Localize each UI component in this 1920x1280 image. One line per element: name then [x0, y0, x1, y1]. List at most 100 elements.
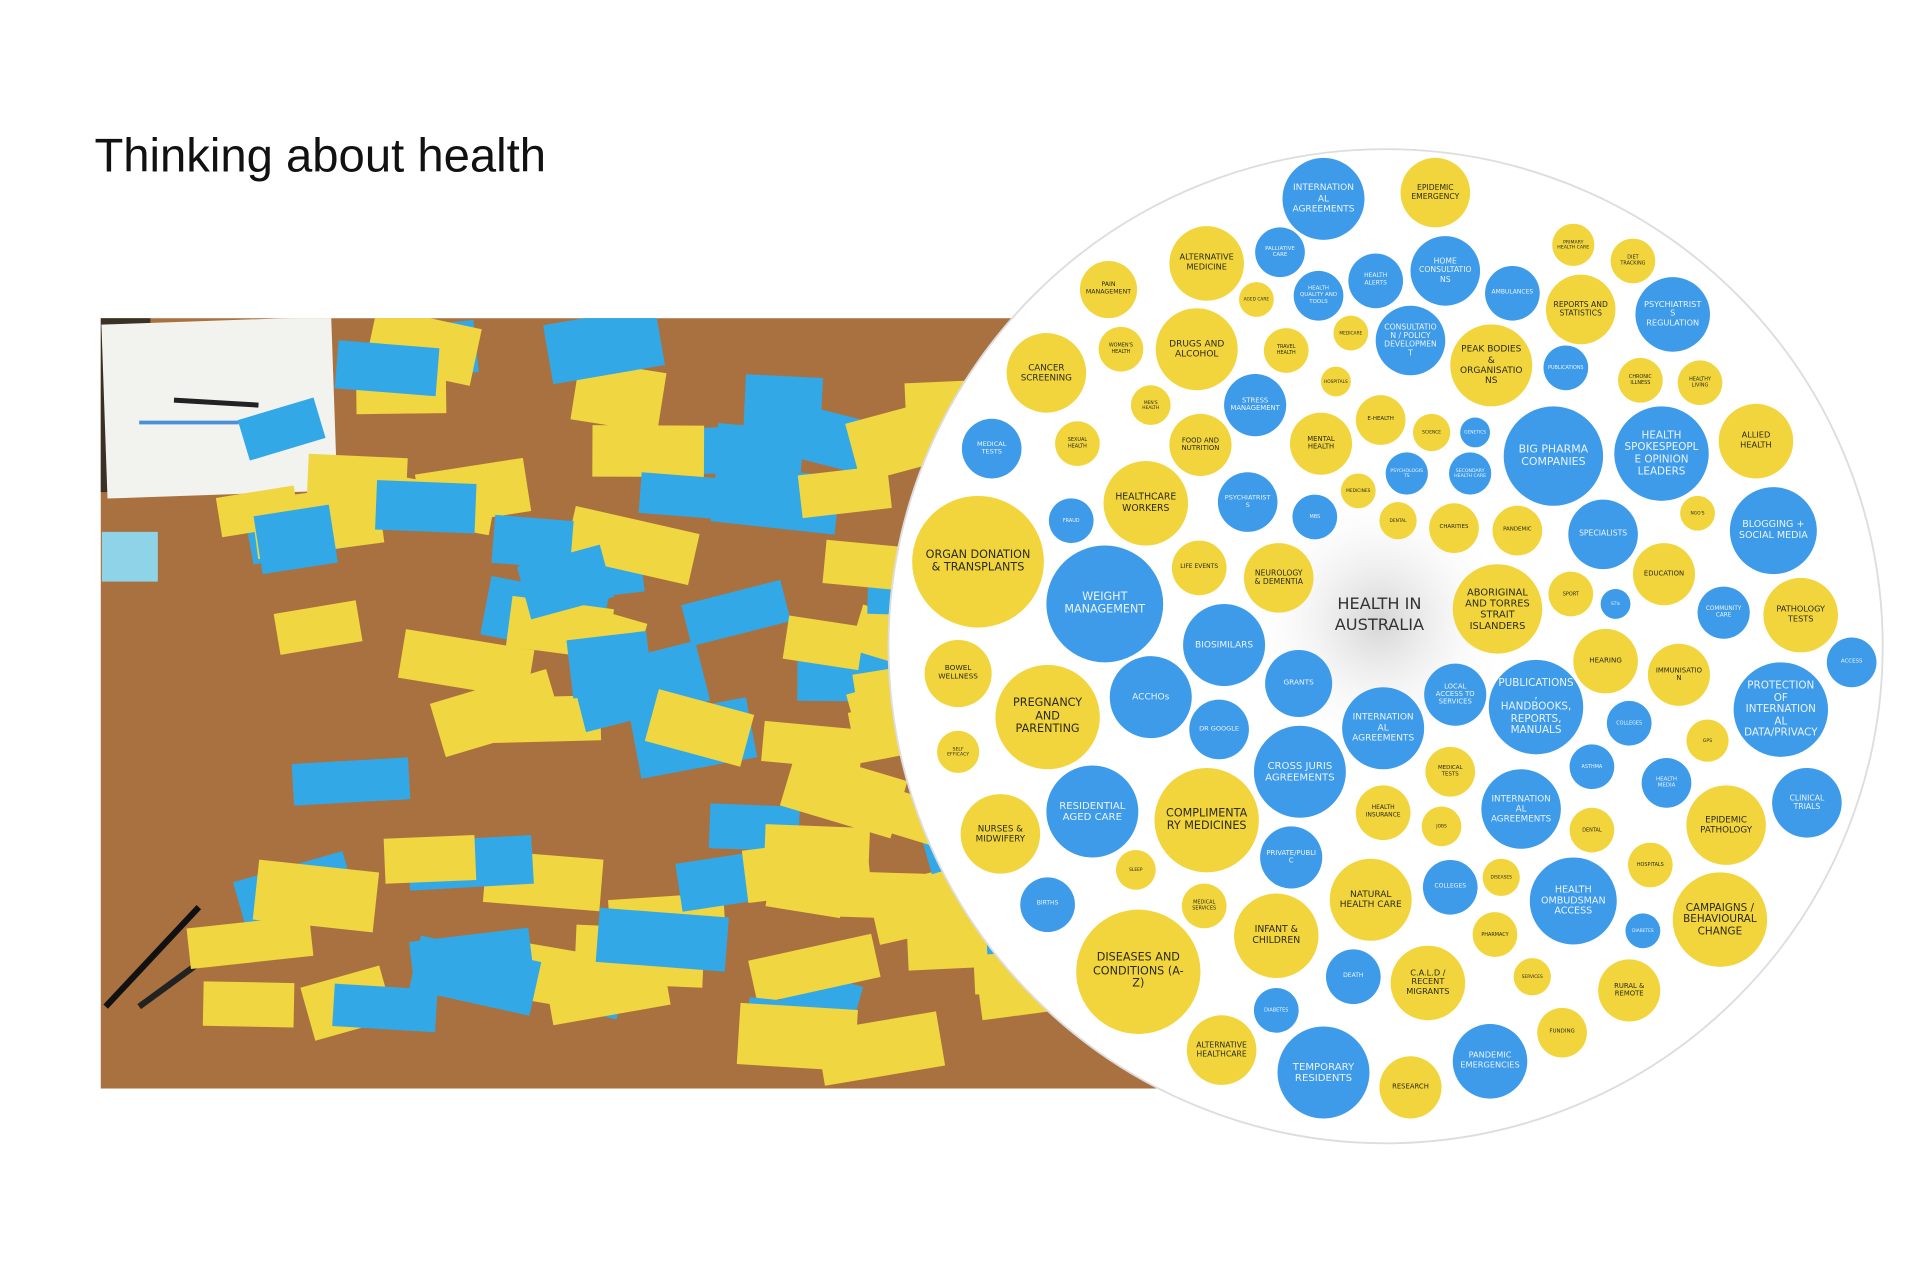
- bubble-label-box: MEN'S HEALTH: [1142, 400, 1159, 410]
- bubble-label-box: DISEASES: [1490, 874, 1512, 880]
- bubble: [1618, 357, 1663, 403]
- bubble: [1277, 1026, 1370, 1119]
- bubble: [1548, 571, 1594, 617]
- bubble: [1718, 403, 1794, 479]
- bubble-label-box: TEMPORARY RESIDENTS: [1293, 1060, 1354, 1083]
- bubble: [1422, 859, 1478, 915]
- bubble: [1253, 987, 1299, 1033]
- bubble-label-box: PRIVATE/PUBLIC: [1266, 849, 1317, 865]
- bubble-label-box: SECONDARY HEALTH CARE: [1454, 468, 1486, 478]
- bubble-label-box: SERVICES: [1522, 974, 1543, 979]
- bubble-label: DR GOOGLE: [1199, 725, 1240, 734]
- bubble-label: HEALTH SPOKESPEOPLE OPINION LEADERS: [1624, 428, 1699, 477]
- bubble-label-box: SCIENCE: [1422, 429, 1442, 435]
- bubble-label: DENTAL: [1389, 518, 1407, 524]
- bubble: [1573, 628, 1638, 694]
- bubble-label: DISEASES: [1490, 874, 1512, 880]
- sticky-note: [782, 615, 865, 671]
- bubble: [1429, 503, 1479, 554]
- bubble: [1680, 495, 1715, 531]
- bubble-label-box: RESEARCH: [1392, 1083, 1429, 1091]
- bubble: [1379, 1056, 1442, 1119]
- bubble-label: PRIVATE/PUBLIC: [1266, 849, 1317, 865]
- bubble-label: COLLEGES: [1434, 883, 1467, 891]
- sticky-note: [644, 689, 755, 767]
- bubble-label-box: DEATH: [1343, 973, 1363, 979]
- sticky-note: [375, 480, 477, 534]
- bubble-label-box: MEDICINES: [1346, 488, 1370, 493]
- bubble-label: C.A.L.D / RECENT MIGRANTS: [1406, 967, 1450, 997]
- bubble-label-box: HEALTHY LIVING: [1689, 376, 1711, 387]
- bubble-label-box: SLEEP: [1129, 867, 1142, 872]
- bubble-label: PUBLICATIONS, HANDBOOKS, REPORTS, MANUAL…: [1498, 676, 1574, 737]
- bubble-label: HEALTH MEDIA: [1655, 776, 1677, 790]
- bubble-label-box: LOCAL ACCESS TO SERVICES: [1436, 683, 1475, 706]
- bubble-label: ABORIGINAL AND TORRES STRAIT ISLANDERS: [1465, 586, 1530, 632]
- bubble: [1627, 842, 1673, 888]
- bubble-label-box: HEALTH ALERTS: [1364, 274, 1387, 287]
- bubble: [1115, 850, 1156, 890]
- bubble-label: CANCER SCREENING: [1020, 361, 1072, 383]
- bubble-label: PSYCHIATRISTS REGULATION: [1644, 299, 1702, 328]
- bubble-label: WOMEN'S HEALTH: [1108, 342, 1134, 355]
- bubble: [1238, 282, 1274, 317]
- bubble-label: SCIENCE: [1422, 429, 1442, 435]
- bubble-label-box: NATURAL HEALTH CARE: [1340, 889, 1402, 910]
- bubble-label: INFANT & CHILDREN: [1252, 923, 1301, 946]
- bubble-label: MBS: [1309, 512, 1321, 520]
- sticky-note: [748, 933, 881, 1004]
- bubble: [1421, 806, 1462, 847]
- bubble-label: PAIN MANAGEMENT: [1085, 281, 1132, 296]
- bubble-label: RESEARCH: [1392, 1083, 1429, 1091]
- bubble-label-box: GENETICS: [1464, 430, 1486, 435]
- bubble-label-box: STIs: [1611, 601, 1620, 606]
- bubble: [1697, 586, 1750, 639]
- bubble-label-box: COMMUNITY CARE: [1706, 606, 1742, 619]
- bubble: [1265, 649, 1333, 718]
- bubble-label-box: COLLEGES: [1616, 719, 1642, 725]
- bubble: [1292, 494, 1338, 540]
- bubble-label: IMMUNISATION: [1655, 666, 1702, 683]
- bubble-label-box: INTERNATIONAL AGREEMENTS: [1292, 182, 1354, 213]
- bubble: [1537, 1007, 1587, 1058]
- bubble-label-box: FOOD AND NUTRITION: [1182, 437, 1220, 452]
- bubble-label: DISEASES AND CONDITIONS (A-Z): [1092, 952, 1184, 991]
- bubble-label: INTERNATIONAL AGREEMENTS: [1490, 792, 1552, 824]
- bubble-label: PSYCHIATRISTS: [1224, 494, 1271, 510]
- sticky-note: [681, 579, 791, 647]
- bubble: [1424, 663, 1487, 726]
- sticky-note: [253, 504, 338, 575]
- bubble-label: TRAVEL HEALTH: [1276, 343, 1296, 356]
- sticky-note: [334, 340, 440, 397]
- bubble-label: DIABETES: [1264, 1006, 1289, 1013]
- bubble-label-box: EPIDEMIC PATHOLOGY: [1700, 814, 1752, 834]
- bubble-label: FUNDING: [1549, 1029, 1575, 1036]
- bubble-label: PREGNANCY AND PARENTING: [1013, 697, 1083, 736]
- bubble-label-box: CLINICAL TRIALS: [1790, 794, 1825, 811]
- bubble: [1046, 765, 1139, 858]
- sticky-note: [291, 757, 411, 806]
- bubble: [1569, 744, 1615, 790]
- bubble-label-box: NGO'S: [1691, 511, 1705, 516]
- bubble-label-box: IMMUNISATION: [1655, 666, 1702, 683]
- bubble-label: LIFE EVENTS: [1180, 564, 1219, 571]
- bubble-label-box: CROSS JURIS AGREEMENTS: [1265, 759, 1335, 782]
- bubble: [1452, 564, 1543, 654]
- bubble-label-box: E-HEALTH: [1367, 416, 1394, 424]
- sticky-note: [252, 859, 380, 933]
- bubble-label-box: REPORTS AND STATISTICS: [1554, 301, 1608, 318]
- bubble-label-box: HEALTH INSURANCE: [1366, 806, 1401, 819]
- bubble-label-box: DRUGS AND ALCOHOL: [1169, 338, 1224, 359]
- sticky-note: [566, 631, 653, 699]
- bubble-label-box: MEDICARE: [1339, 331, 1362, 336]
- bubble-label: E-HEALTH: [1367, 416, 1394, 424]
- sticky-note: [743, 374, 824, 432]
- bubble-label-box: TRAVEL HEALTH: [1276, 343, 1296, 356]
- bubble-label-box: CAMPAIGNS / BEHAVIOURAL CHANGE: [1683, 901, 1756, 937]
- sticky-note: [546, 965, 671, 1026]
- bubble: [1263, 328, 1309, 373]
- bubble-label-box: CHARITIES: [1440, 525, 1469, 531]
- bubble: [1503, 406, 1604, 506]
- bubble-label-box: PSYCHIATRISTS: [1224, 494, 1271, 510]
- bubble: [1224, 374, 1287, 437]
